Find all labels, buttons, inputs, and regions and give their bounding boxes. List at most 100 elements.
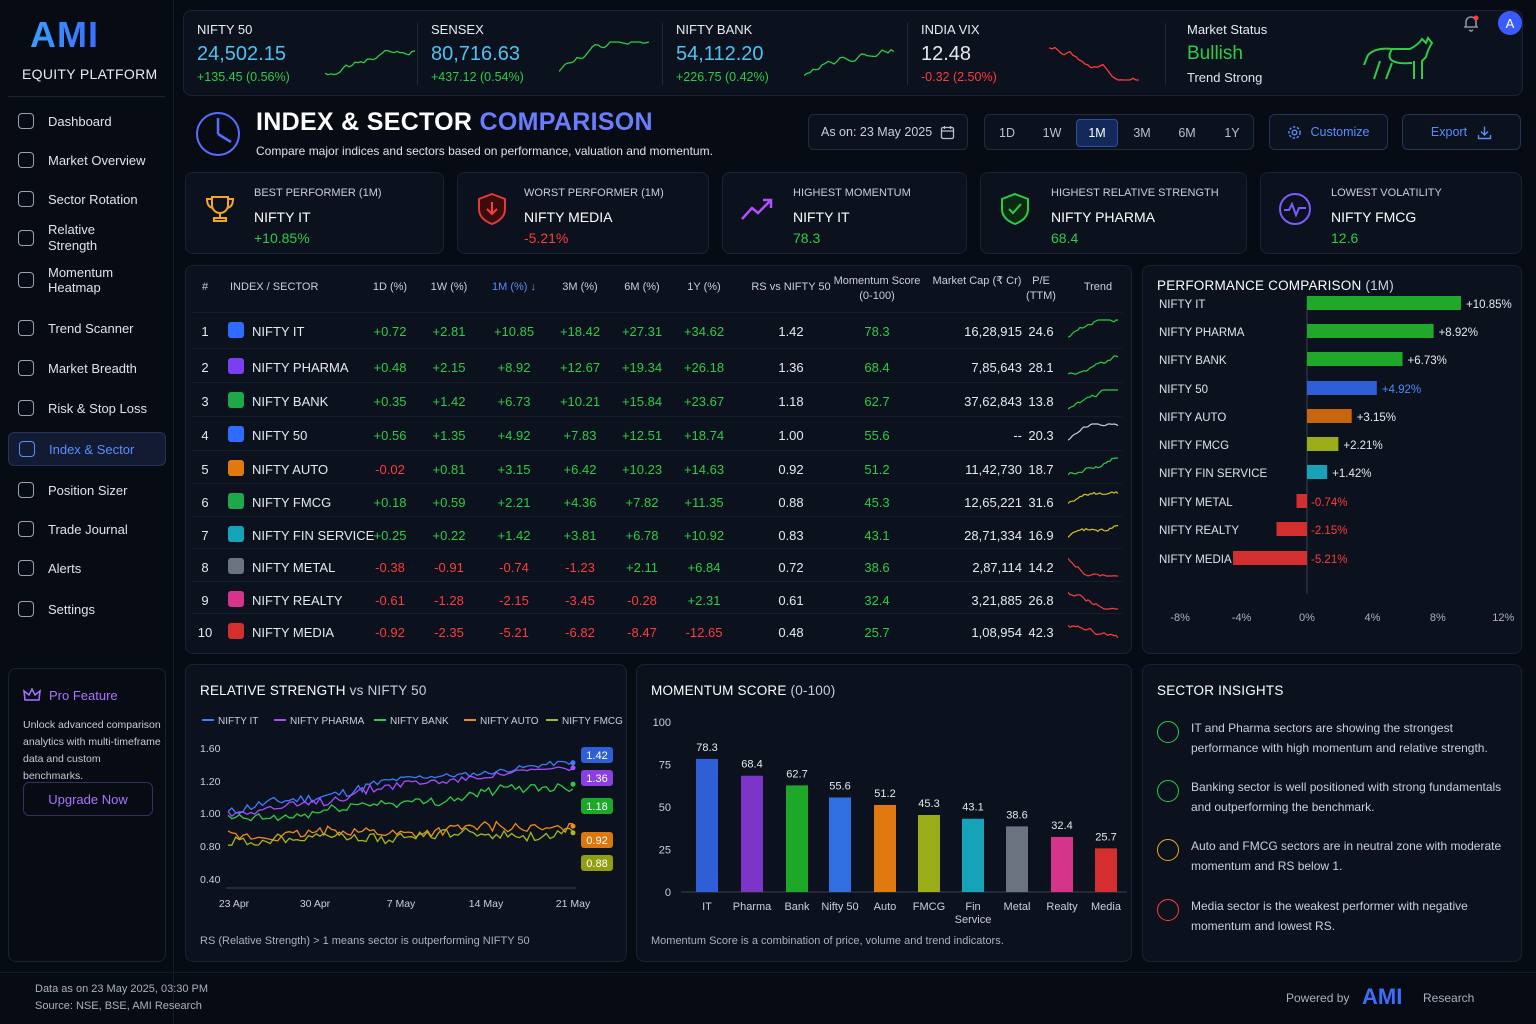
column-header[interactable]: P/E (TTM) <box>1026 275 1056 302</box>
momentum-bar[interactable] <box>696 758 718 892</box>
sidebar-item-trend-scanner[interactable]: Trend Scanner <box>8 311 166 345</box>
perf-category-label: NIFTY BANK <box>1159 355 1227 367</box>
table-row[interactable]: 9 NIFTY REALTY -0.61 -1.28 -2.15 -3.45 -0.28 +2… <box>192 581 1122 613</box>
momentum-bar[interactable] <box>962 818 984 892</box>
sidebar-item-market-overview[interactable]: Market Overview <box>8 143 166 177</box>
legend-label: NIFTY AUTO <box>480 716 539 727</box>
momentum-bar[interactable] <box>874 804 896 892</box>
column-header[interactable]: 1Y (%) <box>687 281 721 293</box>
table-row[interactable]: 10 NIFTY MEDIA -0.92 -2.35 -5.21 -6.82 -8.47 -1… <box>192 613 1122 647</box>
momentum-bar[interactable] <box>786 785 808 892</box>
cell-m6: +10.23 <box>621 462 663 477</box>
sidebar-item-sector-rotation[interactable]: Sector Rotation <box>8 182 166 216</box>
market-status: Market Status Bullish Trend Strong <box>1187 11 1487 95</box>
tab-1m[interactable]: 1M <box>1076 119 1118 147</box>
column-header[interactable]: 1M (%) ↓ <box>492 281 536 293</box>
summary-card[interactable]: LOWEST VOLATILITY NIFTY FMCG 12.6 <box>1260 172 1522 254</box>
table-row[interactable]: 5 NIFTY AUTO -0.02 +0.81 +3.15 +6.42 +10.23 +14… <box>192 450 1122 483</box>
perf-bar[interactable] <box>1296 494 1307 508</box>
cell-m6: -0.28 <box>627 593 657 608</box>
column-header[interactable]: INDEX / SECTOR <box>230 281 319 293</box>
table-row[interactable]: 7 NIFTY FIN SERVICE +0.25 +0.22 +1.42 +3.81 +6… <box>192 516 1122 548</box>
cell-pe: 18.7 <box>1028 462 1054 477</box>
table-row[interactable]: 3 NIFTY BANK +0.35 +1.42 +6.73 +10.21 +15.84 +2… <box>192 382 1122 416</box>
tab-1y[interactable]: 1Y <box>1224 126 1240 140</box>
row-name: NIFTY IT <box>252 324 305 339</box>
avatar[interactable]: A <box>1498 11 1522 35</box>
ticker-sensex[interactable]: SENSEX 80,716.63 +437.12 (0.54%) <box>431 11 661 95</box>
sidebar-item-market-breadth[interactable]: Market Breadth <box>8 351 166 385</box>
sidebar-item-settings[interactable]: Settings <box>8 592 166 626</box>
perf-bar[interactable] <box>1307 409 1352 423</box>
date-picker[interactable]: As on: 23 May 2025 <box>808 114 968 150</box>
trend-down-icon <box>1157 899 1179 921</box>
perf-bar[interactable] <box>1276 522 1307 536</box>
momentum-category-label: Realty <box>1046 901 1078 913</box>
tab-1d[interactable]: 1D <box>999 126 1015 140</box>
wave-icon <box>1279 193 1311 225</box>
column-header[interactable]: 1W (%) <box>430 281 468 293</box>
ticker-nifty-bank[interactable]: NIFTY BANK 54,112.20 +226.75 (0.42%) <box>676 11 906 95</box>
table-row[interactable]: 2 NIFTY PHARMA +0.48 +2.15 +8.92 +12.67 +19.34… <box>192 348 1122 382</box>
perf-bar[interactable] <box>1307 296 1461 310</box>
tab-3m[interactable]: 3M <box>1133 126 1151 140</box>
row-name: NIFTY PHARMA <box>252 360 349 375</box>
tab-6m[interactable]: 6M <box>1178 126 1196 140</box>
perf-bar[interactable] <box>1307 381 1377 395</box>
sidebar-item-risk-stop-loss[interactable]: Risk & Stop Loss <box>8 391 166 425</box>
trend-sparkline <box>1068 624 1119 639</box>
ticker-india-vix[interactable]: INDIA VIX 12.48 -0.32 (2.50%) <box>921 11 1151 95</box>
column-header[interactable]: Momentum Score (0-100) <box>833 275 921 302</box>
perf-bar[interactable] <box>1307 352 1403 366</box>
momentum-bar[interactable] <box>918 814 940 892</box>
sidebar-item-dashboard[interactable]: Dashboard <box>8 104 166 138</box>
column-header[interactable]: 1D (%) <box>372 281 408 293</box>
summary-card[interactable]: WORST PERFORMER (1M) NIFTY MEDIA -5.21% <box>457 172 709 254</box>
cell-y1: +11.35 <box>684 495 724 510</box>
momentum-bar[interactable] <box>1051 836 1073 892</box>
column-header[interactable]: 6M (%) <box>624 281 660 293</box>
sidebar-item-trade-journal[interactable]: Trade Journal <box>8 512 166 546</box>
cell-m6: +2.11 <box>626 560 658 575</box>
export-button[interactable]: Export <box>1402 114 1521 150</box>
trend-sparkline <box>1068 591 1118 610</box>
table-row[interactable]: 1 NIFTY IT +0.72 +2.81 +10.85 +18.42 +27.31 +34… <box>192 312 1122 348</box>
cell-m3: +10.21 <box>559 394 601 409</box>
rs-series-endpoint <box>570 830 576 836</box>
momentum-bar[interactable] <box>829 797 851 892</box>
table-row[interactable]: 8 NIFTY METAL -0.38 -0.91 -0.74 -1.23 +2.11 +6.… <box>192 548 1122 581</box>
momentum-bar[interactable] <box>741 775 763 892</box>
bell-icon <box>18 560 34 576</box>
ticker-nifty-50[interactable]: NIFTY 50 24,502.15 +135.45 (0.56%) <box>197 11 427 95</box>
summary-card[interactable]: HIGHEST MOMENTUM NIFTY IT 78.3 <box>722 172 967 254</box>
upgrade-button[interactable]: Upgrade Now <box>23 782 153 816</box>
cell-m1: +10.85 <box>493 324 535 339</box>
perf-bar[interactable] <box>1307 465 1328 479</box>
column-header[interactable]: RS vs NIFTY 50 <box>751 281 831 293</box>
sidebar-item-position-sizer[interactable]: Position Sizer <box>8 473 166 507</box>
sidebar-item-momentum-heatmap[interactable]: Momentum Heatmap <box>8 263 166 297</box>
notification-bell-icon[interactable] <box>1462 14 1480 32</box>
perf-bar[interactable] <box>1233 551 1307 565</box>
sidebar-item-index-sector[interactable]: Index & Sector <box>8 432 166 466</box>
cell-m3: -1.23 <box>565 560 595 575</box>
cell-rs: 0.48 <box>778 625 804 640</box>
customize-button[interactable]: Customize <box>1269 114 1388 150</box>
momentum-bar[interactable] <box>1095 848 1117 892</box>
column-header[interactable]: Market Cap (₹ Cr) <box>932 275 1022 287</box>
download-icon <box>1477 126 1492 139</box>
summary-card[interactable]: BEST PERFORMER (1M) NIFTY IT +10.85% <box>185 172 444 254</box>
summary-card[interactable]: HIGHEST RELATIVE STRENGTH NIFTY PHARMA 68.… <box>980 172 1247 254</box>
sidebar-item-relative-strength[interactable]: Relative Strength <box>8 221 166 255</box>
tab-1w[interactable]: 1W <box>1042 126 1062 140</box>
momentum-y-tick: 75 <box>659 760 671 772</box>
rs-series-endpoint <box>570 781 576 787</box>
table-row[interactable]: 6 NIFTY FMCG +0.18 +0.59 +2.21 +4.36 +7.82 +11.… <box>192 483 1122 516</box>
ticker-value: 54,112.20 <box>676 43 764 65</box>
perf-bar[interactable] <box>1307 437 1339 451</box>
perf-bar[interactable] <box>1307 324 1434 338</box>
momentum-bar[interactable] <box>1006 826 1028 892</box>
table-row[interactable]: 4 NIFTY 50 +0.56 +1.35 +4.92 +7.83 +12.51 +18.7… <box>192 416 1122 450</box>
column-header[interactable]: 3M (%) <box>562 281 598 293</box>
sidebar-item-alerts[interactable]: Alerts <box>8 551 166 585</box>
